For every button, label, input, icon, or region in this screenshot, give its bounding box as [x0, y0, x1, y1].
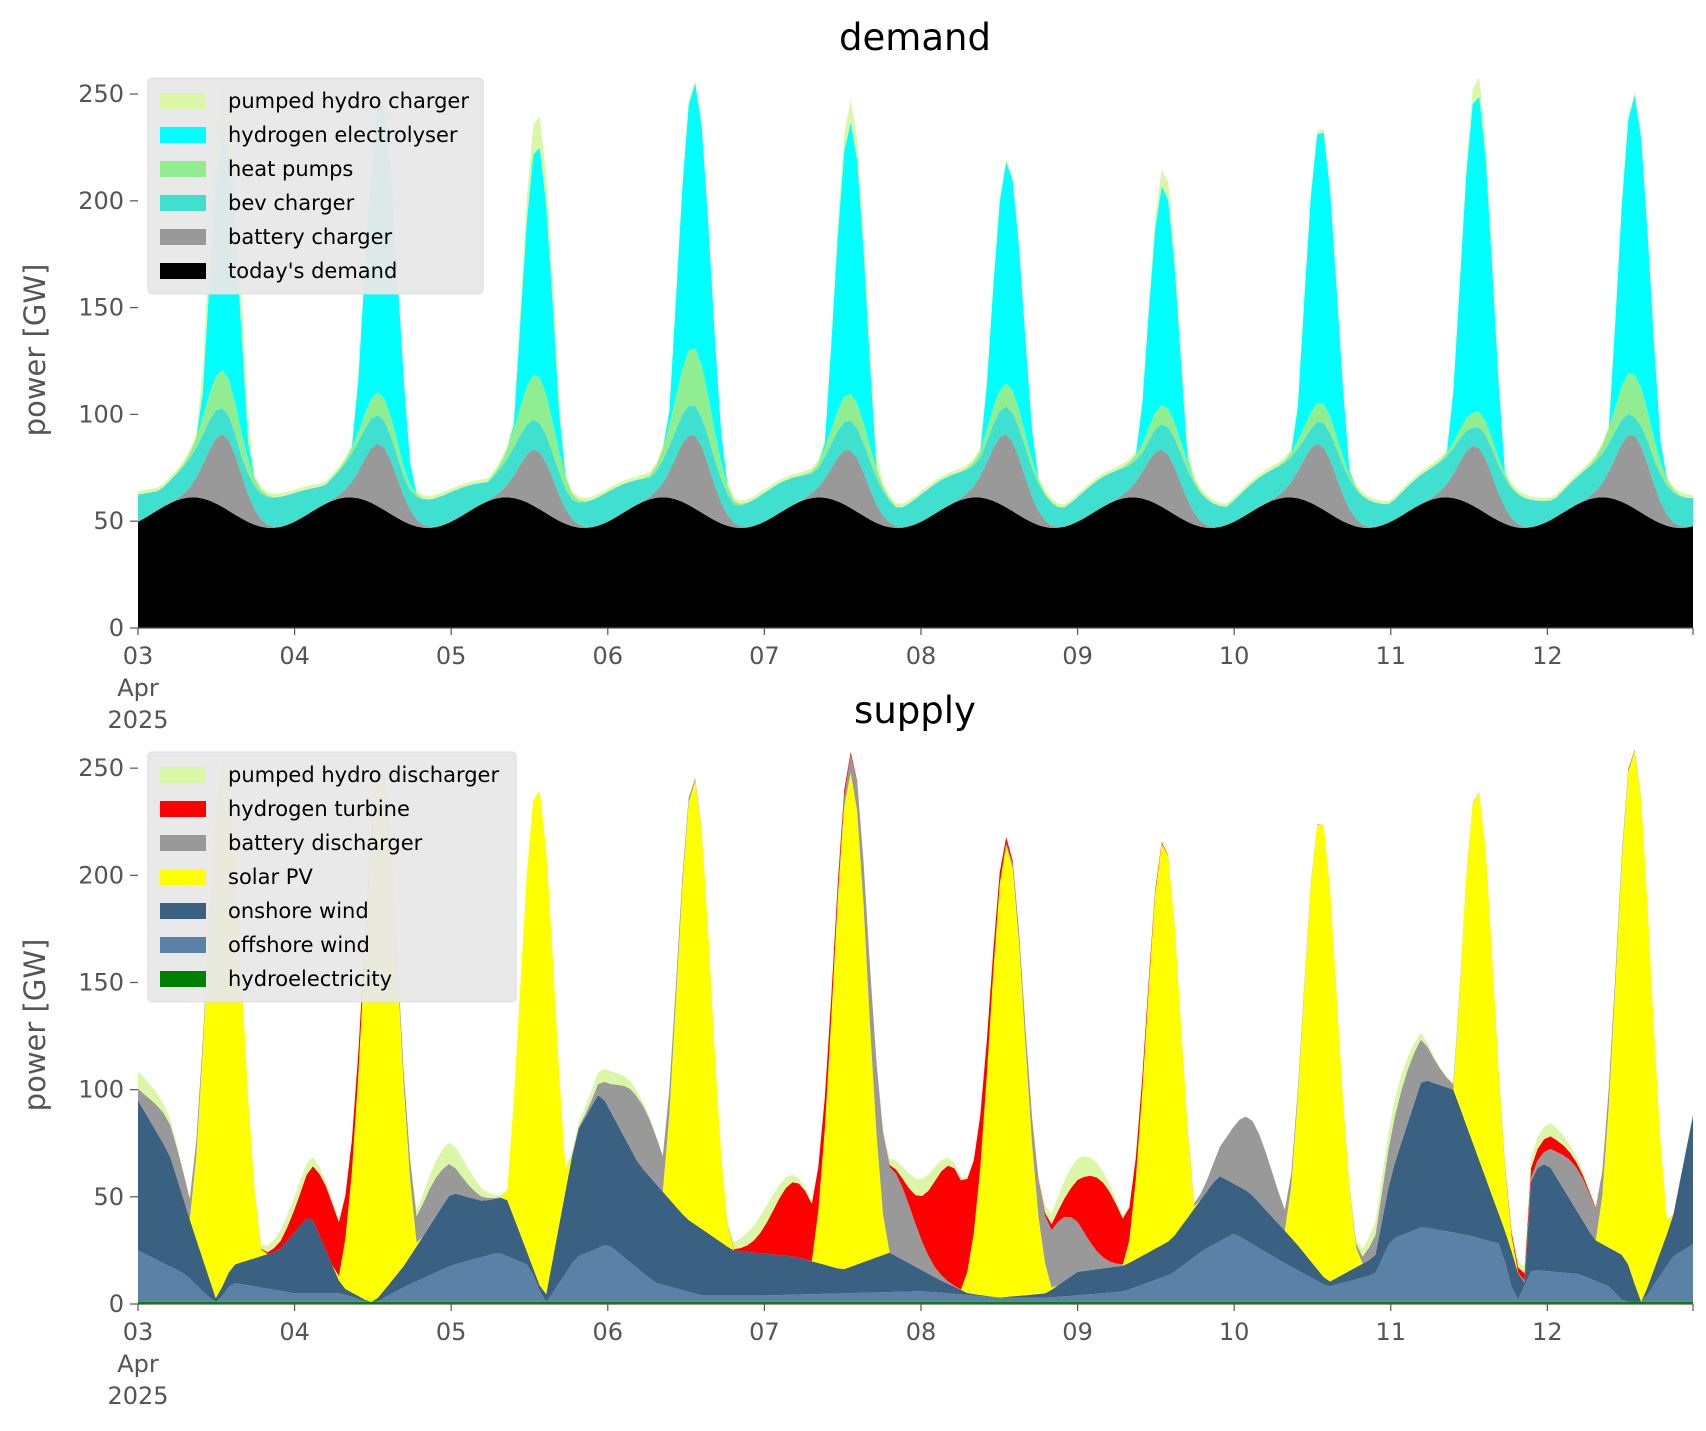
x-tick-label: 10: [1219, 642, 1250, 670]
y-tick-label: 250: [78, 754, 124, 782]
y-tick-label: 200: [78, 187, 124, 215]
series-area-solar-pv: [138, 751, 1693, 1302]
y-tick-label: 250: [78, 80, 124, 108]
legend-swatch: [160, 93, 206, 109]
legend-swatch: [160, 835, 206, 851]
y-tick-label: 150: [78, 294, 124, 322]
legend-label: hydrogen turbine: [228, 797, 410, 821]
y-tick-label: 0: [109, 1290, 124, 1318]
legend-swatch: [160, 229, 206, 245]
series-area-hydrogen-electrolyser: [138, 83, 1693, 508]
y-tick-label: 200: [78, 861, 124, 889]
legend-label: hydroelectricity: [228, 967, 392, 991]
demand-y-label: power [GW]: [18, 264, 52, 437]
y-tick-label: 150: [78, 968, 124, 996]
legend-label: today's demand: [228, 259, 397, 283]
series-area-offshore-wind: [138, 1227, 1693, 1302]
legend-label: onshore wind: [228, 899, 369, 923]
y-tick-label: 0: [109, 614, 124, 642]
y-tick-label: 100: [78, 1076, 124, 1104]
x-tick-label: 11: [1375, 642, 1406, 670]
legend-swatch: [160, 767, 206, 783]
x-tick-label: 04: [279, 642, 310, 670]
legend-label: offshore wind: [228, 933, 370, 957]
series-area-battery-charger: [138, 434, 1693, 528]
y-tick-label: 50: [93, 507, 124, 535]
y-tick-label: 50: [93, 1183, 124, 1211]
y-tick-label: 100: [78, 400, 124, 428]
x-tick-label: 12: [1532, 642, 1563, 670]
legend-label: bev charger: [228, 191, 355, 215]
x-tick-label: 08: [906, 642, 937, 670]
series-area-onshore-wind: [138, 1080, 1693, 1302]
x-tick-sublabel: 2025: [107, 1382, 168, 1410]
x-tick-label: 11: [1375, 1318, 1406, 1346]
series-area-today-s-demand: [138, 497, 1693, 628]
x-tick-label: 09: [1062, 642, 1093, 670]
legend-swatch: [160, 937, 206, 953]
x-tick-sublabel: Apr: [117, 674, 159, 702]
x-tick-label: 05: [436, 642, 467, 670]
supply-chart: supply power [GW] 05010015020025003Apr20…: [18, 689, 1694, 1410]
legend-swatch: [160, 263, 206, 279]
legend-label: battery charger: [228, 225, 393, 249]
series-area-bev-charger: [138, 405, 1693, 528]
x-tick-sublabel: Apr: [117, 1350, 159, 1378]
supply-legend: pumped hydro discharger hydrogen turbine b…: [147, 751, 517, 1003]
x-tick-label: 07: [749, 1318, 780, 1346]
x-tick-label: 03: [123, 1318, 154, 1346]
x-tick-label: 08: [906, 1318, 937, 1346]
legend-swatch: [160, 801, 206, 817]
legend-swatch: [160, 903, 206, 919]
x-tick-label: 03: [123, 642, 154, 670]
supply-y-label: power [GW]: [18, 939, 52, 1112]
legend-label: solar PV: [228, 865, 313, 889]
x-tick-sublabel: 2025: [107, 706, 168, 734]
supply-axes: 0 50 100 150 200 250 03 Apr 2025 04 05 06 07 08 09 10 11…: [78, 754, 1694, 1410]
demand-title: demand: [839, 16, 991, 59]
x-tick-label: 06: [593, 1318, 624, 1346]
legend-label: pumped hydro discharger: [228, 763, 499, 787]
legend-label: hydrogen electrolyser: [228, 123, 458, 147]
legend-swatch: [160, 869, 206, 885]
x-tick-label: 04: [279, 1318, 310, 1346]
series-area-heat-pumps: [138, 348, 1693, 508]
x-tick-label: 06: [593, 642, 624, 670]
legend-swatch: [160, 971, 206, 987]
legend-box: [147, 77, 484, 295]
x-tick-label: 07: [749, 642, 780, 670]
x-tick-label: 05: [436, 1318, 467, 1346]
legend-swatch: [160, 127, 206, 143]
legend-label: pumped hydro charger: [228, 89, 469, 113]
demand-axes: 0 50 100 150 200 250 03 Apr 2025 04 05 06 07 08 09 10 11…: [78, 80, 1694, 734]
legend-label: battery discharger: [228, 831, 423, 855]
demand-legend: pumped hydro charger hydrogen electrolyse…: [147, 77, 484, 295]
demand-areas: [138, 77, 1693, 628]
x-tick-label: 10: [1219, 1318, 1250, 1346]
legend-swatch: [160, 161, 206, 177]
x-tick-label: 12: [1532, 1318, 1563, 1346]
demand-chart: demand power [GW] 05010015020025003Apr20…: [18, 16, 1694, 734]
x-tick-label: 09: [1062, 1318, 1093, 1346]
legend-box: [147, 751, 517, 1003]
supply-title: supply: [854, 689, 976, 732]
legend-swatch: [160, 195, 206, 211]
legend-label: heat pumps: [228, 157, 353, 181]
